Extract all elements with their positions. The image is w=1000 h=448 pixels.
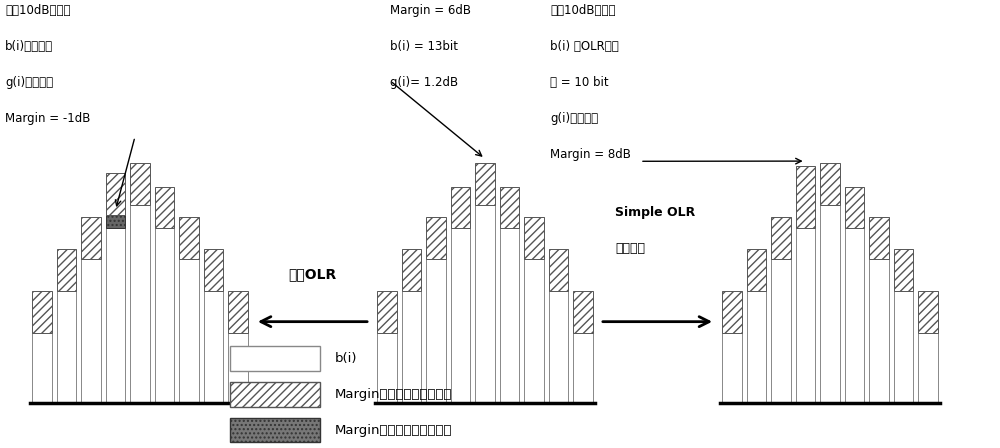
Bar: [130, 163, 150, 205]
Bar: [820, 163, 840, 205]
Bar: [820, 205, 840, 403]
Text: b(i) = 13bit: b(i) = 13bit: [390, 40, 458, 53]
Bar: [377, 333, 397, 403]
Bar: [524, 217, 544, 259]
Bar: [32, 291, 52, 333]
Bar: [549, 291, 568, 403]
Bar: [106, 215, 125, 228]
Bar: [426, 217, 446, 259]
Text: Margin = 8dB: Margin = 8dB: [550, 148, 631, 161]
Bar: [500, 186, 519, 228]
Bar: [796, 228, 815, 403]
Bar: [451, 228, 470, 403]
Bar: [81, 259, 101, 403]
Text: g(i)保持不变: g(i)保持不变: [550, 112, 598, 125]
Bar: [179, 217, 199, 259]
Bar: [228, 291, 248, 333]
Text: b(i)保持不变: b(i)保持不变: [5, 40, 53, 53]
Text: Margin = -1dB: Margin = -1dB: [5, 112, 90, 125]
Bar: [155, 186, 174, 228]
Bar: [57, 291, 76, 403]
Bar: [747, 250, 766, 291]
Text: Margin的数値处于正常范围: Margin的数値处于正常范围: [335, 388, 452, 401]
Bar: [106, 228, 125, 403]
Bar: [402, 291, 421, 403]
Text: 注入10dB的噪声: 注入10dB的噪声: [550, 4, 615, 17]
Bar: [230, 418, 320, 443]
Bar: [81, 217, 101, 259]
Bar: [845, 186, 864, 228]
Bar: [869, 217, 889, 259]
Bar: [573, 333, 593, 403]
Text: b(i) 的OLR调整: b(i) 的OLR调整: [550, 40, 619, 53]
Bar: [524, 259, 544, 403]
Bar: [845, 228, 864, 403]
Bar: [106, 172, 125, 215]
Bar: [918, 291, 938, 333]
Bar: [179, 259, 199, 403]
Bar: [130, 205, 150, 403]
Bar: [377, 291, 397, 333]
Bar: [573, 291, 593, 333]
Text: 注入10dB的噪声: 注入10dB的噪声: [5, 4, 70, 17]
Text: Margin的数値处于异常范围: Margin的数値处于异常范围: [335, 423, 452, 437]
Bar: [155, 228, 174, 403]
Bar: [549, 250, 568, 291]
Bar: [228, 333, 248, 403]
Bar: [426, 259, 446, 403]
Bar: [475, 163, 495, 205]
Bar: [500, 228, 519, 403]
Bar: [918, 333, 938, 403]
Text: Margin = 6dB: Margin = 6dB: [390, 4, 471, 17]
Bar: [796, 166, 815, 228]
Text: 关闭OLR: 关闭OLR: [288, 267, 337, 281]
Text: 处理方式: 处理方式: [615, 242, 645, 255]
Bar: [894, 250, 913, 291]
Bar: [32, 333, 52, 403]
Bar: [57, 250, 76, 291]
Bar: [722, 291, 742, 333]
Bar: [204, 291, 223, 403]
Bar: [747, 291, 766, 403]
Bar: [402, 250, 421, 291]
Text: g(i)保持不变: g(i)保持不变: [5, 76, 53, 89]
Text: Simple OLR: Simple OLR: [615, 206, 695, 219]
Text: b(i): b(i): [335, 352, 358, 365]
Bar: [869, 259, 889, 403]
Text: g(i)= 1.2dB: g(i)= 1.2dB: [390, 76, 458, 89]
Bar: [204, 250, 223, 291]
Bar: [475, 205, 495, 403]
Bar: [451, 186, 470, 228]
Text: 値 = 10 bit: 値 = 10 bit: [550, 76, 609, 89]
Bar: [230, 382, 320, 407]
Bar: [894, 291, 913, 403]
Bar: [771, 217, 791, 259]
Bar: [722, 333, 742, 403]
Bar: [771, 259, 791, 403]
Bar: [230, 346, 320, 371]
